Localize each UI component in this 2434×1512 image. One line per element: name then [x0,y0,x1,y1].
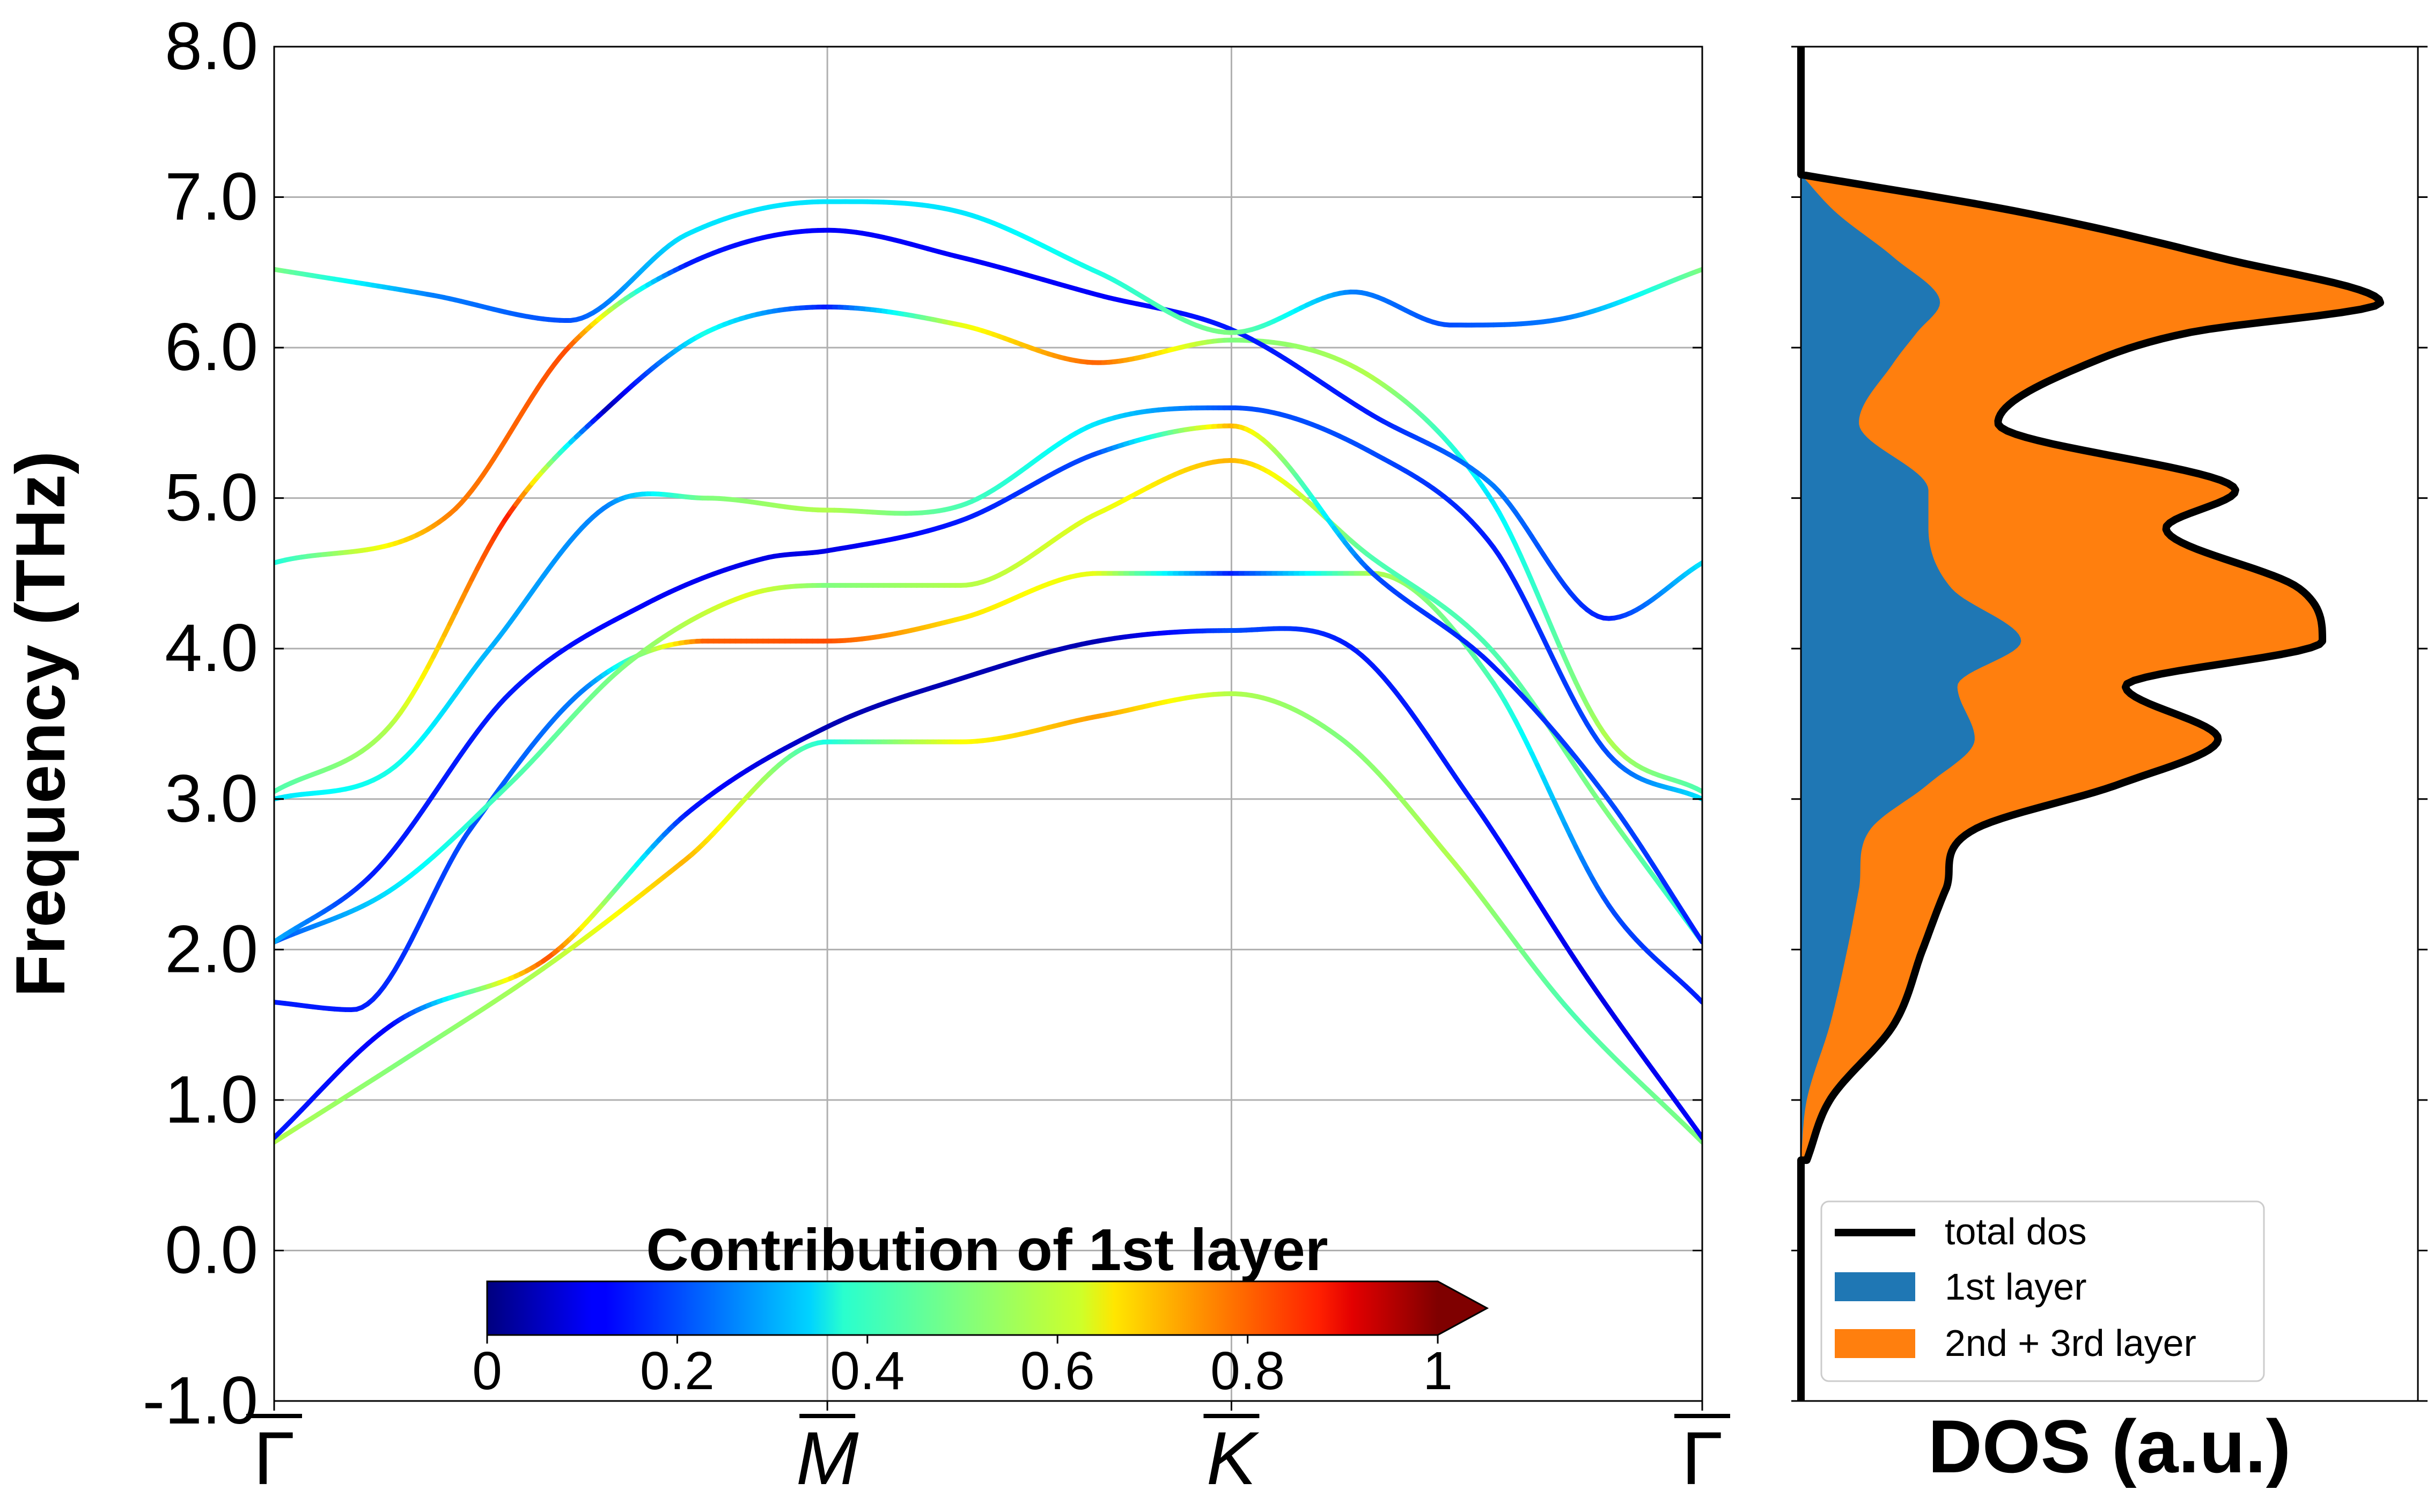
dos-fills [1797,47,2384,1401]
legend-total-dos-label: total dos [1945,1211,2087,1252]
dos-legend: total dos 1st layer 2nd + 3rd layer [1820,1200,2265,1382]
colorbar-tick-label: 0.6 [1020,1341,1095,1401]
band-y-axis-label: Frequency (THz) [1,451,79,997]
colorbar-tick-label: 0.4 [830,1341,905,1401]
band-6 [274,405,1702,802]
band-segment [1694,560,1702,569]
dos-total-line [1797,47,2384,1401]
band-y-tick-label: 5.0 [165,461,258,535]
band-3 [274,571,1702,1013]
band-2 [274,626,1702,1140]
band-x-tick-label: Γ [253,1416,295,1500]
band-y-tick-label: 1.0 [165,1063,258,1137]
legend-box [1820,1200,2265,1382]
phonon-band-lines [274,199,1702,1145]
band-8 [274,227,1702,621]
colorbar-tick-label: 0.2 [640,1341,715,1401]
dos-x-axis-label: DOS (a.u.) [1928,1404,2291,1488]
band-structure-plot: -1.0 0.0 1.0 2.0 3.0 4.0 5.0 6.0 7.0 8.0 Γ M K Γ Fre… [1,9,1730,1500]
band-y-ticks: -1.0 0.0 1.0 2.0 3.0 4.0 5.0 6.0 7.0 8.0 [143,9,1702,1438]
band-y-tick-label: 6.0 [165,310,258,385]
colorbar-label: Contribution of 1st layer [646,1217,1328,1283]
dos-2nd-3rd-layer-fill [1801,174,2380,1161]
colorbar: Contribution of 1st layer 0 0.2 0.4 0.6 0.8 1 [472,1217,1489,1401]
band-5 [274,423,1702,945]
band-4 [274,458,1702,945]
band-x-tick-label: K [1207,1416,1260,1500]
colorbar-tick-label: 0.8 [1210,1341,1285,1401]
band-plot-frame [273,46,1703,1402]
band-1 [274,691,1702,1145]
colorbar-tick-label: 1 [1423,1341,1453,1401]
band-segment [1694,1134,1702,1145]
band-x-tick-label: M [796,1416,859,1500]
band-y-tick-label: 4.0 [165,611,258,685]
band-segment [1694,786,1702,794]
band-y-tick-label: 8.0 [165,9,258,84]
colorbar-tick-label: 0 [472,1341,502,1401]
band-y-tick-label: 7.0 [165,160,258,234]
band-segment [1694,267,1702,274]
band-y-tick-label: 2.0 [165,912,258,986]
band-x-tick-label: Γ [1681,1416,1723,1500]
colorbar-gradient [487,1281,1438,1335]
legend-1st-layer-swatch [1835,1272,1915,1301]
band-y-tick-label: 0.0 [165,1213,258,1287]
band-segment [1694,994,1702,1005]
band-y-tick-label: 3.0 [165,762,258,836]
dos-plot: DOS (a.u.) total dos 1st layer 2nd + 3rd… [1791,46,2428,1488]
band-segment [1694,1127,1702,1140]
dos-plot-frame [1800,46,2419,1402]
colorbar-extend-arrow [1438,1281,1487,1335]
legend-2nd-3rd-layer-label: 2nd + 3rd layer [1945,1322,2196,1364]
dos-y-ticks [1791,46,2428,1402]
band-y-tick-label: -1.0 [143,1363,258,1438]
legend-2nd-3rd-layer-swatch [1835,1329,1915,1358]
colorbar-frame [486,1280,1489,1336]
band-9 [274,199,1702,335]
colorbar-ticks: 0 0.2 0.4 0.6 0.8 1 [472,1335,1453,1401]
band-segment [1694,931,1702,945]
legend-1st-layer-label: 1st layer [1945,1266,2087,1308]
band-gridlines [274,47,1702,1401]
dos-1st-layer-fill [1801,174,2021,1161]
